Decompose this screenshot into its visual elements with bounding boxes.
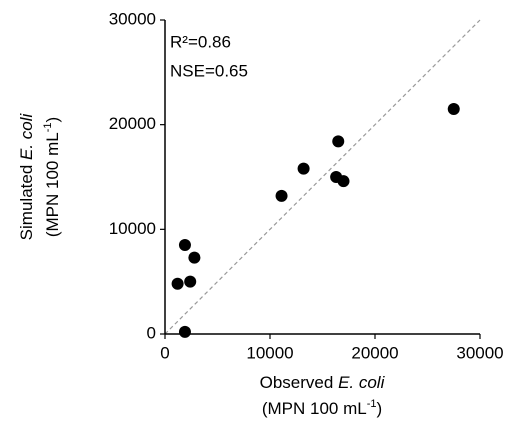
y-axis-units: (MPN 100 mL-1) bbox=[42, 117, 63, 237]
y-tick-label: 30000 bbox=[109, 9, 156, 28]
x-axis-label-part: Observed bbox=[260, 373, 338, 392]
x-axis-units-part: ) bbox=[376, 399, 382, 418]
point bbox=[188, 251, 201, 264]
y-axis-units-part: ) bbox=[43, 117, 62, 123]
x-tick-label: 0 bbox=[160, 343, 169, 362]
point bbox=[178, 325, 191, 338]
annotation: NSE=0.65 bbox=[170, 61, 248, 80]
x-tick-label: 30000 bbox=[456, 343, 503, 362]
annotation: R²=0.86 bbox=[170, 32, 231, 51]
y-axis-label-part: E. coli bbox=[17, 112, 36, 160]
x-axis-label: Observed E. coli bbox=[260, 373, 386, 392]
x-tick-label: 10000 bbox=[246, 343, 293, 362]
point bbox=[171, 277, 184, 290]
y-axis-label: Simulated E. coli bbox=[17, 112, 36, 240]
x-axis-units-part: -1 bbox=[367, 398, 377, 410]
y-tick-label: 0 bbox=[147, 323, 156, 342]
point bbox=[184, 275, 197, 288]
x-tick-label: 20000 bbox=[351, 343, 398, 362]
x-axis-units-part: (MPN 100 mL bbox=[262, 399, 367, 418]
y-axis-units-part: (MPN 100 mL bbox=[43, 132, 62, 237]
y-axis-units-part: -1 bbox=[42, 123, 54, 133]
y-axis-label-part: Simulated bbox=[17, 160, 36, 240]
point bbox=[332, 135, 345, 148]
point bbox=[447, 102, 460, 115]
point bbox=[178, 239, 191, 252]
x-axis-label-part: E. coli bbox=[338, 373, 386, 392]
point bbox=[275, 189, 288, 202]
y-tick-label: 10000 bbox=[109, 219, 156, 238]
y-tick-label: 20000 bbox=[109, 114, 156, 133]
point bbox=[297, 162, 310, 175]
point bbox=[337, 175, 350, 188]
x-axis-units: (MPN 100 mL-1) bbox=[262, 398, 382, 419]
